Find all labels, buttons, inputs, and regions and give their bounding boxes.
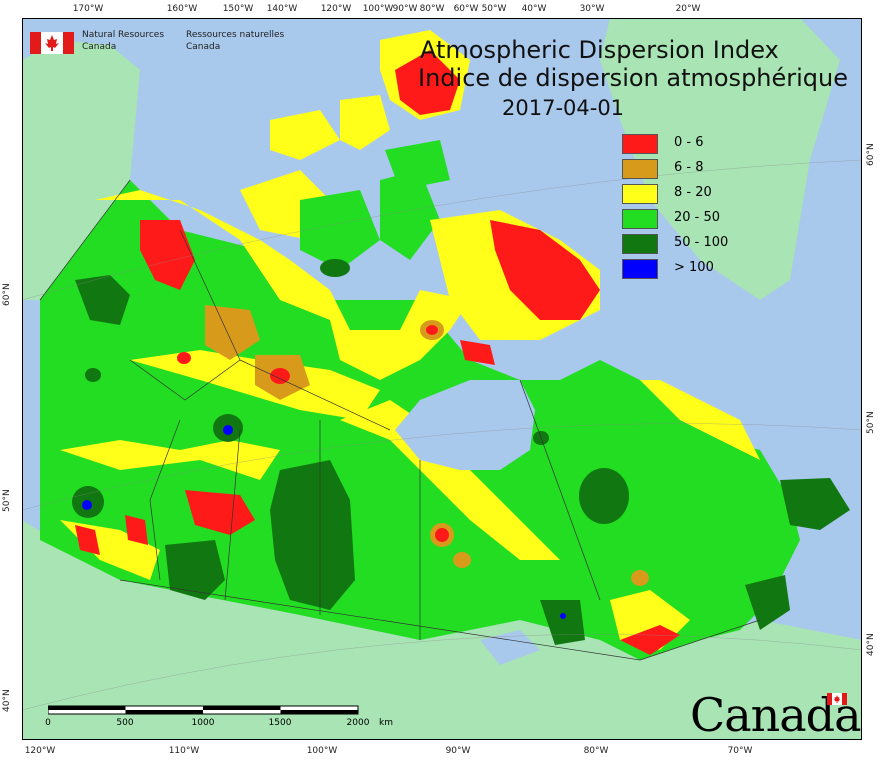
dispersion-map	[22, 18, 862, 740]
red-st-lawrence	[620, 625, 680, 655]
lon-label: 80°W	[419, 4, 445, 14]
legend-swatch	[622, 209, 658, 229]
alaska-land	[22, 40, 140, 300]
darkgreen-spot	[85, 368, 101, 382]
greenland-land	[600, 18, 840, 300]
legend-label: 6 - 8	[674, 160, 704, 175]
agency-name-fr-line2: Canada	[186, 42, 221, 52]
scale-bar-graphic	[48, 705, 359, 715]
scale-label: 1500	[268, 718, 292, 728]
red-hudson-strait	[460, 340, 495, 365]
darkgreen-maritimes	[780, 478, 850, 530]
lon-label: 140°W	[266, 4, 298, 14]
great-lakes	[480, 630, 540, 665]
lat-label: 40°N	[866, 633, 876, 656]
lon-label: 170°W	[72, 4, 104, 14]
red-ellesmere	[395, 50, 460, 115]
legend-label: > 100	[674, 260, 714, 275]
darkgreen-nova-scotia	[745, 575, 790, 630]
orange-nwt	[205, 305, 260, 360]
red-spot	[270, 368, 290, 384]
darkgreen-ontario	[540, 600, 585, 645]
darkgreen-manitoba	[165, 540, 225, 600]
scale-label: 2000	[346, 718, 370, 728]
agency-name-en-line2: Canada	[82, 42, 117, 52]
arctic-island	[380, 170, 440, 260]
yellow-north-west	[95, 190, 470, 380]
lon-label: 40°W	[521, 4, 547, 14]
red-yukon	[140, 220, 195, 290]
wordmark-flag-icon	[827, 693, 847, 705]
red-spot	[426, 325, 438, 335]
lon-label: 150°W	[222, 4, 254, 14]
lat-label: 60°N	[2, 283, 12, 306]
yellow-prairies	[60, 440, 280, 480]
legend-swatch	[622, 234, 658, 254]
lon-label: 90°W	[392, 4, 418, 14]
lon-label: 120°W	[24, 746, 56, 756]
agency-name-fr-line1: Ressources naturelles	[186, 30, 285, 40]
lon-label: 70°W	[727, 746, 753, 756]
red-alberta	[185, 490, 255, 535]
legend-swatch	[622, 159, 658, 179]
usa-land	[22, 520, 862, 740]
yellow-quebec-east	[640, 380, 760, 460]
red-spot	[435, 528, 449, 542]
lon-label: 20°W	[675, 4, 701, 14]
orange-patch	[453, 552, 471, 568]
hudson-bay	[395, 380, 535, 470]
red-baffin	[490, 220, 600, 320]
legend-label: 0 - 6	[674, 135, 704, 150]
legend-swatch	[622, 184, 658, 204]
lat-label: 50°N	[2, 489, 12, 512]
legend-label: 50 - 100	[674, 235, 729, 250]
red-bc-coast	[75, 525, 100, 555]
red-bc-south	[125, 515, 148, 545]
lat-label: 60°N	[866, 143, 876, 166]
darkgreen-quebec	[579, 468, 629, 524]
legend-label: 8 - 20	[674, 185, 712, 200]
scale-label: 1000	[191, 718, 215, 728]
scale-label: 0	[45, 718, 51, 728]
lon-label: 160°W	[166, 4, 198, 14]
lon-label: 80°W	[583, 746, 609, 756]
legend-swatch	[622, 259, 658, 279]
lon-label: 50°W	[481, 4, 507, 14]
lon-label: 90°W	[445, 746, 471, 756]
scale-label: 500	[116, 718, 134, 728]
lon-label: 120°W	[320, 4, 352, 14]
graticule-lines	[22, 159, 862, 711]
map-border	[22, 18, 862, 740]
darkgreen-yukon	[75, 275, 130, 325]
lat-label: 40°N	[2, 689, 12, 712]
lon-label: 110°W	[168, 746, 200, 756]
legend-swatch	[622, 134, 658, 154]
arctic-island	[385, 140, 450, 190]
canada-flag-icon	[30, 32, 74, 54]
scale-unit: km	[379, 718, 393, 728]
map-date: 2017-04-01	[502, 96, 625, 120]
agency-name-en-line1: Natural Resources	[82, 30, 165, 40]
darkgreen-prairie	[270, 460, 355, 610]
blue-spot	[223, 425, 233, 435]
provincial-boundaries	[39, 179, 761, 661]
arctic-island	[340, 95, 390, 150]
lon-label: 100°W	[362, 4, 394, 14]
arctic-island	[300, 190, 380, 270]
lon-label: 30°W	[579, 4, 605, 14]
orange-patch	[631, 570, 649, 586]
red-spot	[177, 352, 191, 364]
title-french: Indice de dispersion atmosphérique	[418, 64, 849, 92]
lat-label: 50°N	[866, 411, 876, 434]
lon-label: 100°W	[306, 746, 338, 756]
blue-spot	[82, 500, 92, 510]
blue-spot	[560, 613, 566, 619]
legend-label: 20 - 50	[674, 210, 721, 225]
lon-label: 60°W	[453, 4, 479, 14]
arctic-island	[270, 110, 340, 160]
darkgreen-spot	[320, 259, 350, 277]
title-english: Atmospheric Dispersion Index	[420, 36, 779, 64]
